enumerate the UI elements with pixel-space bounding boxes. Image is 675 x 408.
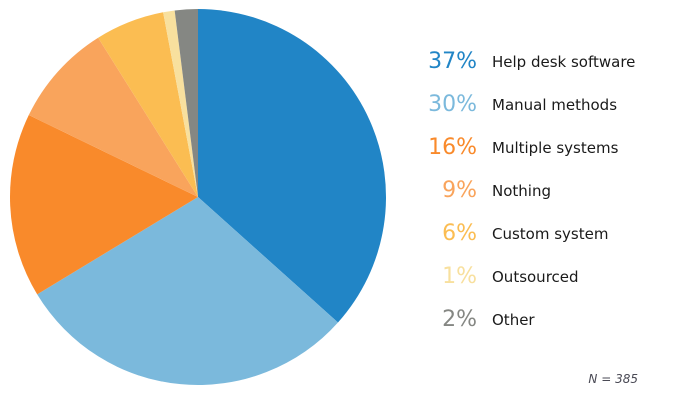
legend-item: 37% Help desk software [420,40,670,83]
pie-chart [9,8,387,386]
legend-item: 16% Multiple systems [420,126,670,169]
pie-slice-6 [174,8,198,197]
legend-value: 6% [442,220,477,246]
legend-value: 16% [428,134,477,160]
legend-value: 30% [428,91,477,117]
legend-item: 9% Nothing [420,169,670,212]
legend-label: Help desk software [492,52,636,71]
pie-slice-0 [198,9,387,323]
pie-slice-5 [163,10,198,198]
legend-value: 9% [442,177,477,203]
pie-slice-2 [9,115,198,295]
legend-label: Manual methods [492,95,618,114]
legend-label: Custom system [492,224,609,243]
legend-value: 1% [442,263,477,289]
legend-value: 37% [428,48,477,74]
legend-item: 6% Custom system [420,212,670,255]
pie-slice-4 [98,12,198,198]
pie-slice-1 [37,197,338,386]
pie-chart-area [9,8,387,386]
legend-label: Other [492,310,535,329]
legend-label: Nothing [492,181,551,200]
sample-size-note: N = 385 [588,372,638,386]
legend-label: Multiple systems [492,138,619,157]
legend-item: 1% Outsourced [420,255,670,298]
pie-slice-3 [28,37,198,198]
legend-label: Outsourced [492,267,579,286]
legend-item: 30% Manual methods [420,83,670,126]
legend-value: 2% [442,306,477,332]
legend: 37% Help desk software 30% Manual method… [420,40,670,341]
legend-item: 2% Other [420,298,670,341]
